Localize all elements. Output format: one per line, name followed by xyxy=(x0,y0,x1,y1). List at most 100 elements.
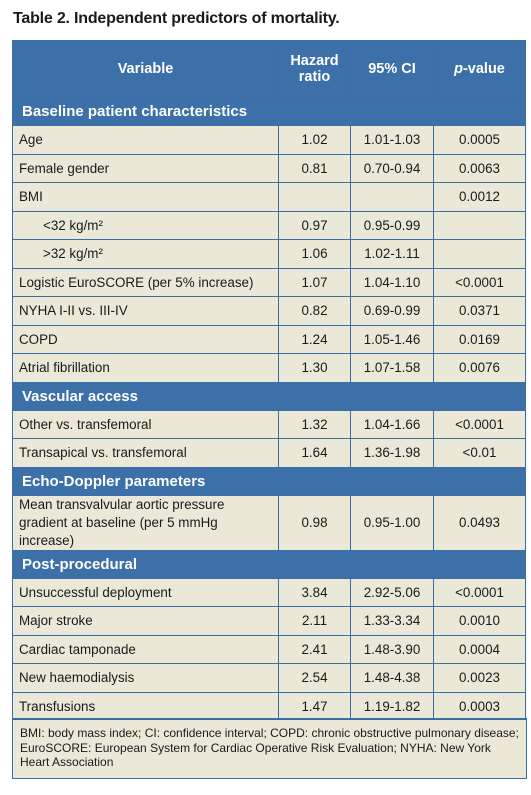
table-row: BMI 0.0012 xyxy=(12,182,526,212)
hazard-ratio-cell: 0.98 xyxy=(278,494,351,551)
variable-cell: NYHA I-II vs. III-IV xyxy=(12,296,279,326)
hazard-ratio-cell: 2.54 xyxy=(278,663,351,693)
table-row: Atrial fibrillation 1.30 1.07-1.58 0.0076 xyxy=(12,353,526,383)
header-p-rest: -value xyxy=(462,61,505,77)
ci-cell: 0.95-1.00 xyxy=(350,494,434,551)
hazard-ratio-cell: 2.11 xyxy=(278,606,351,636)
hazard-ratio-cell: 0.82 xyxy=(278,296,351,326)
footnote: BMI: body mass index; CI: confidence int… xyxy=(12,718,527,779)
table-row: Age 1.02 1.01-1.03 0.0005 xyxy=(12,125,526,155)
hazard-ratio-cell: 1.64 xyxy=(278,438,351,468)
ci-cell: 0.69-0.99 xyxy=(350,296,434,326)
table-row: Female gender 0.81 0.70-0.94 0.0063 xyxy=(12,153,526,183)
hazard-ratio-cell: 0.81 xyxy=(278,153,351,183)
hazard-ratio-cell: 1.47 xyxy=(278,691,351,721)
p-value-cell: 0.0003 xyxy=(433,691,526,721)
p-value-cell: 0.0005 xyxy=(433,125,526,155)
ci-cell: 1.04-1.66 xyxy=(350,409,434,439)
ci-cell: 0.95-0.99 xyxy=(350,210,434,240)
ci-cell: 1.02-1.11 xyxy=(350,239,434,269)
section-header: Vascular access xyxy=(12,381,526,411)
ci-cell: 1.48-3.90 xyxy=(350,634,434,664)
ci-cell: 1.07-1.58 xyxy=(350,353,434,383)
hazard-ratio-cell: 1.30 xyxy=(278,353,351,383)
p-value-cell: 0.0004 xyxy=(433,634,526,664)
variable-cell: Transfusions xyxy=(12,691,279,721)
header-row: Variable Hazard ratio 95% CI p-value xyxy=(12,40,526,98)
variable-cell: Age xyxy=(12,125,279,155)
hazard-ratio-cell: 1.06 xyxy=(278,239,351,269)
p-value-cell: <0.01 xyxy=(433,438,526,468)
p-value-cell: 0.0010 xyxy=(433,606,526,636)
p-value-cell xyxy=(433,239,526,269)
hazard-ratio-cell: 1.02 xyxy=(278,125,351,155)
p-value-cell: 0.0023 xyxy=(433,663,526,693)
ci-cell: 1.48-4.38 xyxy=(350,663,434,693)
variable-cell: <32 kg/m² xyxy=(12,210,279,240)
section-title: Echo-Doppler parameters xyxy=(12,466,526,496)
ci-cell: 0.70-0.94 xyxy=(350,153,434,183)
table-row: >32 kg/m² 1.06 1.02-1.11 xyxy=(12,239,526,269)
table-row: Major stroke 2.11 1.33-3.34 0.0010 xyxy=(12,606,526,636)
variable-cell: Unsuccessful deployment xyxy=(12,577,279,607)
variable-cell: Major stroke xyxy=(12,606,279,636)
table-row: Transfusions 1.47 1.19-1.82 0.0003 xyxy=(12,691,526,721)
header-variable: Variable xyxy=(12,40,279,98)
header-p-italic: p xyxy=(454,61,463,77)
table-row: Mean transvalvular aortic pressure gradi… xyxy=(12,494,526,551)
variable-cell: COPD xyxy=(12,324,279,354)
ci-cell: 1.04-1.10 xyxy=(350,267,434,297)
table-row: Unsuccessful deployment 3.84 2.92-5.06 <0.0… xyxy=(12,577,526,607)
table-row: <32 kg/m² 0.97 0.95-0.99 xyxy=(12,210,526,240)
variable-cell: BMI xyxy=(12,182,279,212)
variable-cell: Female gender xyxy=(12,153,279,183)
table-row: Cardiac tamponade 2.41 1.48-3.90 0.0004 xyxy=(12,634,526,664)
section-title: Post-procedural xyxy=(12,549,526,579)
p-value-cell: 0.0371 xyxy=(433,296,526,326)
ci-cell: 1.05-1.46 xyxy=(350,324,434,354)
header-hazard-ratio: Hazard ratio xyxy=(278,40,351,98)
ci-cell: 1.01-1.03 xyxy=(350,125,434,155)
section-header: Echo-Doppler parameters xyxy=(12,466,526,496)
hazard-ratio-cell xyxy=(278,182,351,212)
section-title: Baseline patient characteristics xyxy=(12,97,526,126)
table-row: NYHA I-II vs. III-IV 0.82 0.69-0.99 0.0371 xyxy=(12,296,526,326)
section-header: Baseline patient characteristics xyxy=(12,97,526,126)
predictors-table: Variable Hazard ratio 95% CI p-value Bas… xyxy=(12,40,526,721)
hazard-ratio-cell: 3.84 xyxy=(278,577,351,607)
table-body: Baseline patient characteristics Age 1.02 1… xyxy=(12,97,526,721)
p-value-cell: 0.0493 xyxy=(433,494,526,551)
p-value-cell xyxy=(433,210,526,240)
table-row: New haemodialysis 2.54 1.48-4.38 0.0023 xyxy=(12,663,526,693)
variable-cell: Other vs. transfemoral xyxy=(12,409,279,439)
ci-cell: 1.19-1.82 xyxy=(350,691,434,721)
ci-cell: 1.36-1.98 xyxy=(350,438,434,468)
hazard-ratio-cell: 1.07 xyxy=(278,267,351,297)
hazard-ratio-cell: 0.97 xyxy=(278,210,351,240)
variable-cell: Cardiac tamponade xyxy=(12,634,279,664)
ci-cell xyxy=(350,182,434,212)
variable-cell: Mean transvalvular aortic pressure gradi… xyxy=(12,494,279,551)
p-value-cell: <0.0001 xyxy=(433,577,526,607)
section-header: Post-procedural xyxy=(12,549,526,579)
variable-cell: >32 kg/m² xyxy=(12,239,279,269)
hazard-ratio-cell: 1.24 xyxy=(278,324,351,354)
table-row: COPD 1.24 1.05-1.46 0.0169 xyxy=(12,324,526,354)
hazard-ratio-cell: 1.32 xyxy=(278,409,351,439)
table-row: Other vs. transfemoral 1.32 1.04-1.66 <0.00… xyxy=(12,409,526,439)
p-value-cell: <0.0001 xyxy=(433,409,526,439)
header-p-value: p-value xyxy=(433,40,526,98)
variable-cell: Transapical vs. transfemoral xyxy=(12,438,279,468)
table-row: Logistic EuroSCORE (per 5% increase) 1.07… xyxy=(12,267,526,297)
hazard-ratio-cell: 2.41 xyxy=(278,634,351,664)
p-value-cell: 0.0063 xyxy=(433,153,526,183)
p-value-cell: 0.0012 xyxy=(433,182,526,212)
p-value-cell: 0.0169 xyxy=(433,324,526,354)
p-value-cell: <0.0001 xyxy=(433,267,526,297)
p-value-cell: 0.0076 xyxy=(433,353,526,383)
table-row: Transapical vs. transfemoral 1.64 1.36-1.9… xyxy=(12,438,526,468)
table-title: Table 2. Independent predictors of morta… xyxy=(13,10,340,27)
section-title: Vascular access xyxy=(12,381,526,411)
header-ci: 95% CI xyxy=(350,40,434,98)
variable-cell: Atrial fibrillation xyxy=(12,353,279,383)
